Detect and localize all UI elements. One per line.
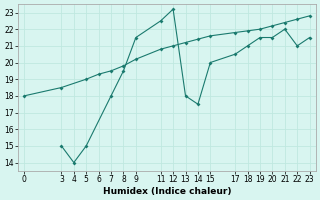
X-axis label: Humidex (Indice chaleur): Humidex (Indice chaleur) — [103, 187, 231, 196]
